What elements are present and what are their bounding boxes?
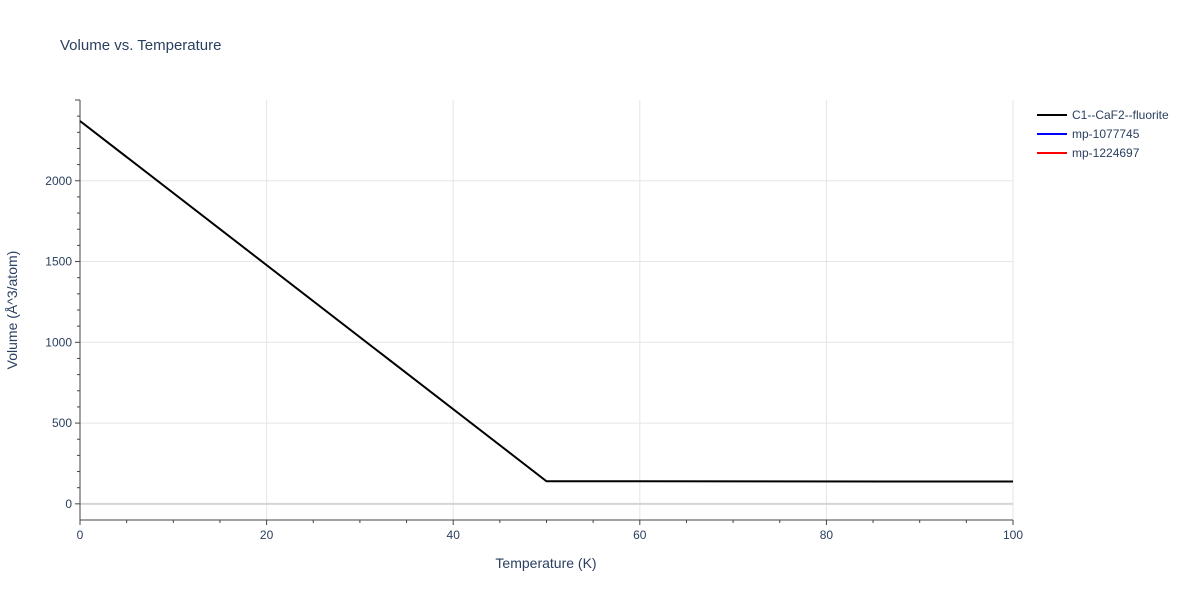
legend-label: C1--CaF2--fluorite [1072,108,1169,122]
legend-label: mp-1224697 [1072,146,1140,160]
x-tick-label: 20 [260,528,274,542]
y-axis-title: Volume (Å^3/atom) [4,251,20,370]
x-axis-title: Temperature (K) [495,555,596,571]
series-layer [79,120,1014,483]
x-tick-label: 40 [447,528,461,542]
x-tick-label: 100 [1003,528,1023,542]
series-line-0 [79,120,1014,483]
x-tick-label: 60 [633,528,647,542]
grid-layer [80,100,1014,520]
legend: C1--CaF2--fluorite mp-1077745 mp-1224697 [1037,108,1169,160]
x-tick-label: 80 [820,528,834,542]
y-tick-label: 1000 [45,335,72,349]
x-tick-label: 0 [77,528,84,542]
y-tick-label: 2000 [45,174,72,188]
chart-title: Volume vs. Temperature [60,37,221,54]
legend-label: mp-1077745 [1072,127,1140,141]
y-tick-label: 0 [65,497,72,511]
y-tick-label: 500 [52,416,72,430]
y-tick-label: 1500 [45,255,72,269]
